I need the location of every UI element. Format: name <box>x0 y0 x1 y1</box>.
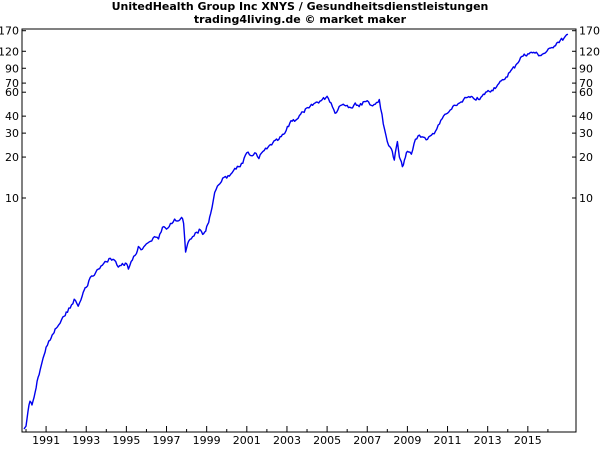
x-tick-label: 2013 <box>474 434 502 447</box>
x-tick-label: 2007 <box>353 434 381 447</box>
y-tick-label-right: 20 <box>579 151 593 164</box>
x-tick-label: 1993 <box>72 434 100 447</box>
x-tick-label: 2009 <box>393 434 421 447</box>
chart-title: UnitedHealth Group Inc XNYS / Gesundheit… <box>112 0 489 13</box>
chart-subtitle: trading4living.de © market maker <box>194 13 407 26</box>
x-tick-label: 1997 <box>153 434 181 447</box>
x-tick-label: 2011 <box>434 434 462 447</box>
y-tick-label-left: 40 <box>5 110 19 123</box>
x-tick-label: 1991 <box>32 434 60 447</box>
y-tick-label-right: 120 <box>579 45 600 58</box>
price-line <box>23 33 569 430</box>
y-tick-label-right: 10 <box>579 192 593 205</box>
x-tick-label: 1995 <box>112 434 140 447</box>
y-tick-label-right: 30 <box>579 127 593 140</box>
y-tick-label-left: 30 <box>5 127 19 140</box>
x-tick-label: 2015 <box>514 434 542 447</box>
y-tick-label-left: 20 <box>5 151 19 164</box>
y-tick-label-right: 90 <box>579 62 593 75</box>
y-tick-label-left: 60 <box>5 86 19 99</box>
x-tick-label: 2003 <box>273 434 301 447</box>
y-tick-label-right: 170 <box>579 25 600 38</box>
y-tick-label-right: 40 <box>579 110 593 123</box>
y-tick-label-left: 70 <box>5 77 19 90</box>
x-tick-label: 1999 <box>193 434 221 447</box>
y-tick-label-left: 90 <box>5 62 19 75</box>
series-layer <box>23 33 569 430</box>
x-tick-label: 2001 <box>233 434 261 447</box>
y-tick-label-left: 10 <box>5 192 19 205</box>
plot-frame <box>21 28 577 433</box>
y-tick-label-left: 120 <box>0 45 19 58</box>
x-tick-label: 2005 <box>313 434 341 447</box>
y-tick-label-right: 60 <box>579 86 593 99</box>
x-axis: 1991 1993 1995 1997 1999 2001 2003 2005 2007 2009… <box>25 426 549 447</box>
y-tick-label-left: 170 <box>0 25 19 38</box>
y-tick-label-right: 70 <box>579 77 593 90</box>
